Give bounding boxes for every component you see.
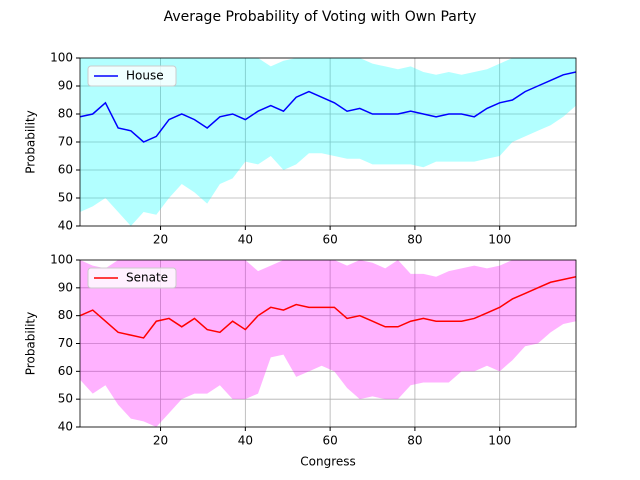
y-tick-label: 60	[58, 163, 73, 177]
y-tick-label: 100	[50, 51, 73, 65]
legend-box	[87, 267, 177, 289]
legend-box	[87, 65, 177, 87]
y-tick-label: 40	[58, 420, 73, 434]
y-tick-label: 100	[50, 253, 73, 267]
y-tick-label: 90	[58, 280, 73, 294]
x-axis-label: Congress	[300, 455, 356, 469]
x-tick-label: 60	[322, 434, 337, 448]
x-tick-label: 60	[322, 233, 337, 247]
x-tick-label: 80	[407, 434, 422, 448]
x-tick-label: 20	[153, 233, 168, 247]
x-tick-label: 20	[153, 434, 168, 448]
y-tick-label: 90	[58, 79, 73, 93]
legend-label: Senate	[126, 271, 168, 285]
series-line	[80, 275, 576, 339]
y-axis-label: Probability	[24, 110, 38, 173]
y-tick-label: 50	[58, 392, 73, 406]
x-tick-label: 40	[238, 233, 253, 247]
y-tick-label: 70	[58, 336, 73, 350]
y-tick-label: 80	[58, 308, 73, 322]
figure-title: Average Probability of Voting with Own P…	[164, 9, 477, 25]
x-tick-label: 40	[238, 434, 253, 448]
legend-label: House	[126, 69, 164, 83]
y-tick-label: 60	[58, 364, 73, 378]
x-tick-label: 80	[407, 233, 422, 247]
confidence-band	[80, 58, 576, 226]
series-line	[80, 71, 576, 143]
y-tick-label: 40	[58, 219, 73, 233]
y-axis-label: Probability	[24, 312, 38, 375]
confidence-band	[80, 260, 576, 427]
y-tick-label: 50	[58, 191, 73, 205]
x-tick-label: 100	[488, 434, 511, 448]
y-tick-label: 70	[58, 135, 73, 149]
y-tick-label: 80	[58, 107, 73, 121]
x-tick-label: 100	[488, 233, 511, 247]
